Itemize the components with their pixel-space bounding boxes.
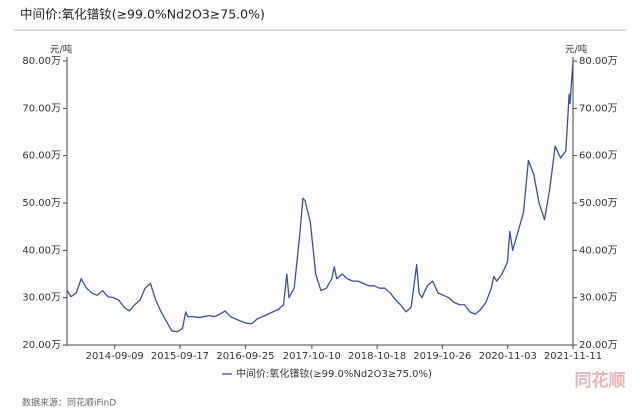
y-tick-label: 50.00万 bbox=[22, 198, 61, 209]
y2-tick-label: 50.00万 bbox=[579, 198, 618, 209]
y2-tick-label: 60.00万 bbox=[579, 151, 618, 162]
watermark: 同花顺 bbox=[575, 370, 626, 391]
y2-tick-label: 40.00万 bbox=[579, 245, 618, 256]
y-axis-label: 元/吨 bbox=[50, 44, 73, 56]
y-tick-label: 70.00万 bbox=[22, 103, 61, 114]
x-tick-label: 2017-10-10 bbox=[283, 351, 341, 362]
y2-tick-label: 80.00万 bbox=[579, 56, 618, 67]
x-tick-label: 2016-09-25 bbox=[216, 351, 274, 362]
chart-title: 中间价:氧化镨钕(≥99.0%Nd2O3≥75.0%) bbox=[20, 7, 265, 22]
y-tick-label: 80.00万 bbox=[22, 56, 61, 67]
x-tick-label: 2018-10-18 bbox=[348, 351, 406, 362]
x-tick-label: 2019-10-26 bbox=[413, 351, 471, 362]
data-line bbox=[66, 60, 574, 333]
y2-axis-label: 元/吨 bbox=[565, 44, 588, 56]
y2-tick-label: 20.00万 bbox=[579, 340, 618, 351]
y-tick-label: 30.00万 bbox=[22, 293, 61, 304]
legend-label: 中间价:氧化镨钕(≥99.0%Nd2O3≥75.0%) bbox=[236, 367, 432, 380]
x-tick-label: 2020-11-03 bbox=[479, 351, 537, 362]
y-tick-label: 20.00万 bbox=[22, 340, 61, 351]
x-tick-label: 2015-09-17 bbox=[151, 351, 209, 362]
y-tick-label: 60.00万 bbox=[22, 151, 61, 162]
y2-tick-label: 70.00万 bbox=[579, 103, 618, 114]
y-tick-label: 40.00万 bbox=[22, 245, 61, 256]
y2-tick-label: 30.00万 bbox=[579, 293, 618, 304]
x-tick-label: 2014-09-09 bbox=[86, 351, 144, 362]
source-note: 数据来源：同花顺iFinD bbox=[22, 397, 116, 409]
x-tick-label: 2021-11-11 bbox=[544, 351, 602, 362]
